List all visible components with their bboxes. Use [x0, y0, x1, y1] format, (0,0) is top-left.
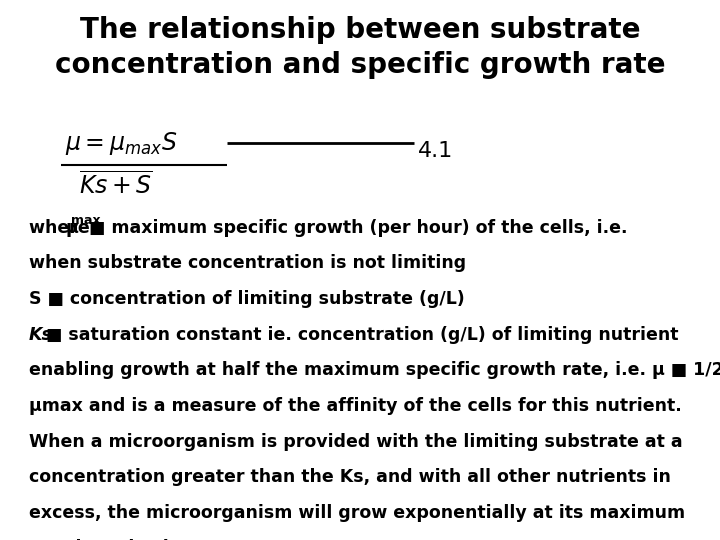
Text: $\overline{Ks + S}$: $\overline{Ks + S}$	[79, 173, 153, 200]
Text: when substrate concentration is not limiting: when substrate concentration is not limi…	[29, 254, 466, 272]
Text: The relationship between substrate
concentration and specific growth rate: The relationship between substrate conce…	[55, 16, 665, 79]
Text: 4.1: 4.1	[418, 141, 453, 161]
Text: When a microorganism is provided with the limiting substrate at a: When a microorganism is provided with th…	[29, 433, 683, 450]
Text: μmax and is a measure of the affinity of the cells for this nutrient.: μmax and is a measure of the affinity of…	[29, 397, 682, 415]
Text: ■ maximum specific growth (per hour) of the cells, i.e.: ■ maximum specific growth (per hour) of …	[83, 219, 627, 237]
Text: where: where	[29, 219, 96, 237]
Text: μ: μ	[66, 219, 78, 237]
Text: S ■ concentration of limiting substrate (g/L): S ■ concentration of limiting substrate …	[29, 290, 464, 308]
Text: concentration greater than the Ks, and with all other nutrients in: concentration greater than the Ks, and w…	[29, 468, 670, 486]
Text: excess, the microorganism will grow exponentially at its maximum: excess, the microorganism will grow expo…	[29, 504, 685, 522]
Text: Ks: Ks	[29, 326, 53, 343]
Text: $\mu = \mu_{max}S$: $\mu = \mu_{max}S$	[65, 130, 177, 157]
Text: enabling growth at half the maximum specific growth rate, i.e. μ ■ 1/2: enabling growth at half the maximum spec…	[29, 361, 720, 379]
Text: max: max	[71, 214, 100, 227]
Text: ■ saturation constant ie. concentration (g/L) of limiting nutrient: ■ saturation constant ie. concentration …	[40, 326, 679, 343]
